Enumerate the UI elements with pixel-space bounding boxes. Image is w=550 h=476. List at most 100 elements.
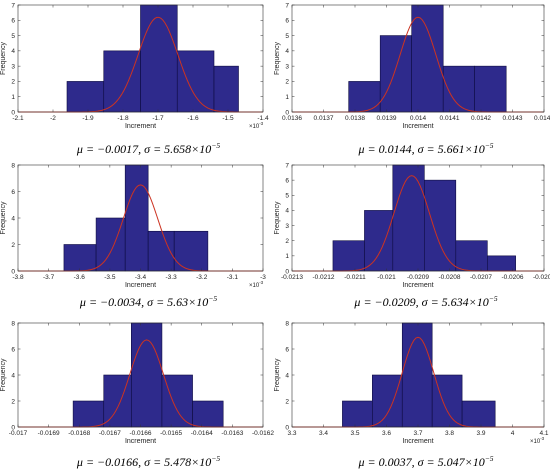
y-tick-label: 7: [285, 162, 289, 169]
y-tick-label: 2: [11, 79, 15, 86]
y-tick-label: 4: [285, 208, 289, 215]
y-tick-label: 4: [11, 372, 15, 379]
x-tick-label: -0.017: [9, 430, 28, 437]
histogram-bar: [379, 35, 413, 113]
axes-box: [17, 4, 264, 113]
x-tick-label: 0.0142: [471, 115, 491, 122]
x-axis-label: Increment: [125, 123, 156, 130]
y-tick-label: 6: [285, 177, 289, 184]
x-tick-label: 3.8: [445, 430, 454, 437]
y-tick-label: 3: [285, 223, 289, 230]
x-tick-label: -1.9: [82, 115, 94, 122]
x-tick-label: -0.0211: [344, 274, 366, 281]
histogram-bar: [332, 240, 365, 272]
y-tick-label: 5: [285, 193, 289, 200]
x-tick-label: -0.0165: [160, 430, 182, 437]
y-tick-label: 1: [285, 253, 289, 260]
y-tick-label: 2: [285, 238, 289, 245]
histogram-bar: [348, 81, 381, 113]
x-axis-multiplier: ×10-3: [249, 280, 264, 289]
y-tick-label: 4: [285, 48, 289, 55]
x-axis-label: Increment: [125, 282, 156, 289]
histogram-bar: [474, 65, 507, 113]
histogram-bar: [213, 65, 239, 113]
y-axis-label: Frequency: [274, 201, 281, 235]
x-tick-label: 0.0143: [503, 115, 523, 122]
y-tick-label: 5: [11, 33, 15, 40]
panel-3: -3.8 -3.7 -3.6 -3.5 -3.4 -3.3 -3.2 -3.1 -3 0 2 4 6 8 I…: [0, 162, 266, 309]
histogram-bar: [455, 240, 488, 272]
histogram-bar: [192, 400, 224, 428]
x-tick-label: -0.0213: [281, 274, 303, 281]
histogram-bar: [124, 164, 149, 272]
x-axis-label: Increment: [402, 438, 433, 445]
histogram-bar: [342, 400, 373, 428]
histogram-bar: [72, 400, 105, 428]
y-tick-label: 1: [11, 94, 15, 101]
panel-2: 0.0136 0.0137 0.0138 0.0139 0.014 0.0141 0.014…: [274, 2, 550, 156]
x-tick-label: -3.3: [166, 274, 178, 281]
y-axis-label: Frequency: [0, 358, 7, 392]
y-tick-label: 2: [11, 398, 15, 405]
x-tick-label: -0.0168: [68, 430, 90, 437]
x-tick-label: 0.0136: [282, 115, 302, 122]
x-axis-label: Increment: [125, 438, 156, 445]
panel-caption: μ = 0.0144, σ = 5.661×10−5: [357, 141, 493, 156]
x-tick-label: 4.1: [539, 430, 548, 437]
x-tick-label: -0.0209: [407, 274, 429, 281]
y-tick-label: 1: [285, 94, 289, 101]
x-tick-label: 3.9: [476, 430, 485, 437]
histogram-bar: [392, 164, 425, 272]
x-tick-label: -3.7: [43, 274, 55, 281]
x-tick-label: -3.8: [12, 274, 24, 281]
y-tick-label: 6: [285, 346, 289, 353]
x-tick-label: 0.0137: [314, 115, 334, 122]
x-tick-label: 3.5: [350, 430, 359, 437]
panel-caption: μ = −0.0209, σ = 5.634×10−5: [353, 294, 497, 309]
x-tick-label: -2: [50, 115, 56, 122]
y-tick-label: 8: [11, 320, 15, 327]
y-tick-label: 4: [285, 372, 289, 379]
y-tick-label: 3: [285, 63, 289, 70]
x-tick-label: -1.8: [117, 115, 129, 122]
panel-caption: μ = 0.0037, σ = 5.047×10−5: [357, 454, 493, 469]
x-axis-multiplier: ×10-3: [530, 436, 545, 445]
x-tick-label: 0.0139: [377, 115, 397, 122]
x-tick-label: 0.0138: [345, 115, 365, 122]
x-tick-label: -0.0169: [38, 430, 60, 437]
x-tick-label: 0.0141: [440, 115, 460, 122]
x-tick-label: -0.0164: [191, 430, 213, 437]
x-tick-label: -0.0206: [501, 274, 523, 281]
x-tick-label: -0.0167: [99, 430, 121, 437]
y-axis-label: Frequency: [274, 358, 281, 392]
x-axis-multiplier: ×10-3: [249, 121, 264, 130]
y-axis-label: Frequency: [0, 41, 7, 75]
x-tick-label: -0.0162: [252, 430, 274, 437]
histogram-bar: [66, 81, 105, 113]
x-tick-label: -3.4: [135, 274, 147, 281]
y-tick-label: 2: [11, 242, 15, 249]
x-tick-label: 3.6: [382, 430, 391, 437]
x-tick-label: -0.0208: [438, 274, 460, 281]
panel-4: -0.0213 -0.0212 -0.0211 -0.021 -0.0209 -0.020…: [274, 162, 550, 309]
panel-caption: μ = −0.0017, σ = 5.658×10−5: [76, 141, 220, 156]
histogram-bar: [173, 230, 209, 272]
x-tick-label: 3.4: [319, 430, 328, 437]
x-tick-label: -0.021: [377, 274, 396, 281]
x-tick-label: -0.0207: [470, 274, 492, 281]
x-tick-label: 3.3: [287, 430, 296, 437]
panel-caption: μ = −0.0166, σ = 5.478×10−5: [76, 454, 220, 469]
y-tick-label: 3: [11, 63, 15, 70]
histogram-bar: [364, 210, 394, 272]
y-axis-label: Frequency: [0, 201, 7, 235]
y-tick-label: 0: [285, 424, 289, 431]
y-axis-label: Frequency: [274, 41, 281, 75]
x-tick-label: -3.2: [196, 274, 208, 281]
y-tick-label: 7: [285, 2, 289, 9]
x-tick-label: -1.5: [222, 115, 234, 122]
histogram-bar: [103, 50, 141, 113]
y-tick-label: 4: [11, 48, 15, 55]
y-tick-label: 2: [285, 398, 289, 405]
x-tick-label: -3.5: [104, 274, 116, 281]
